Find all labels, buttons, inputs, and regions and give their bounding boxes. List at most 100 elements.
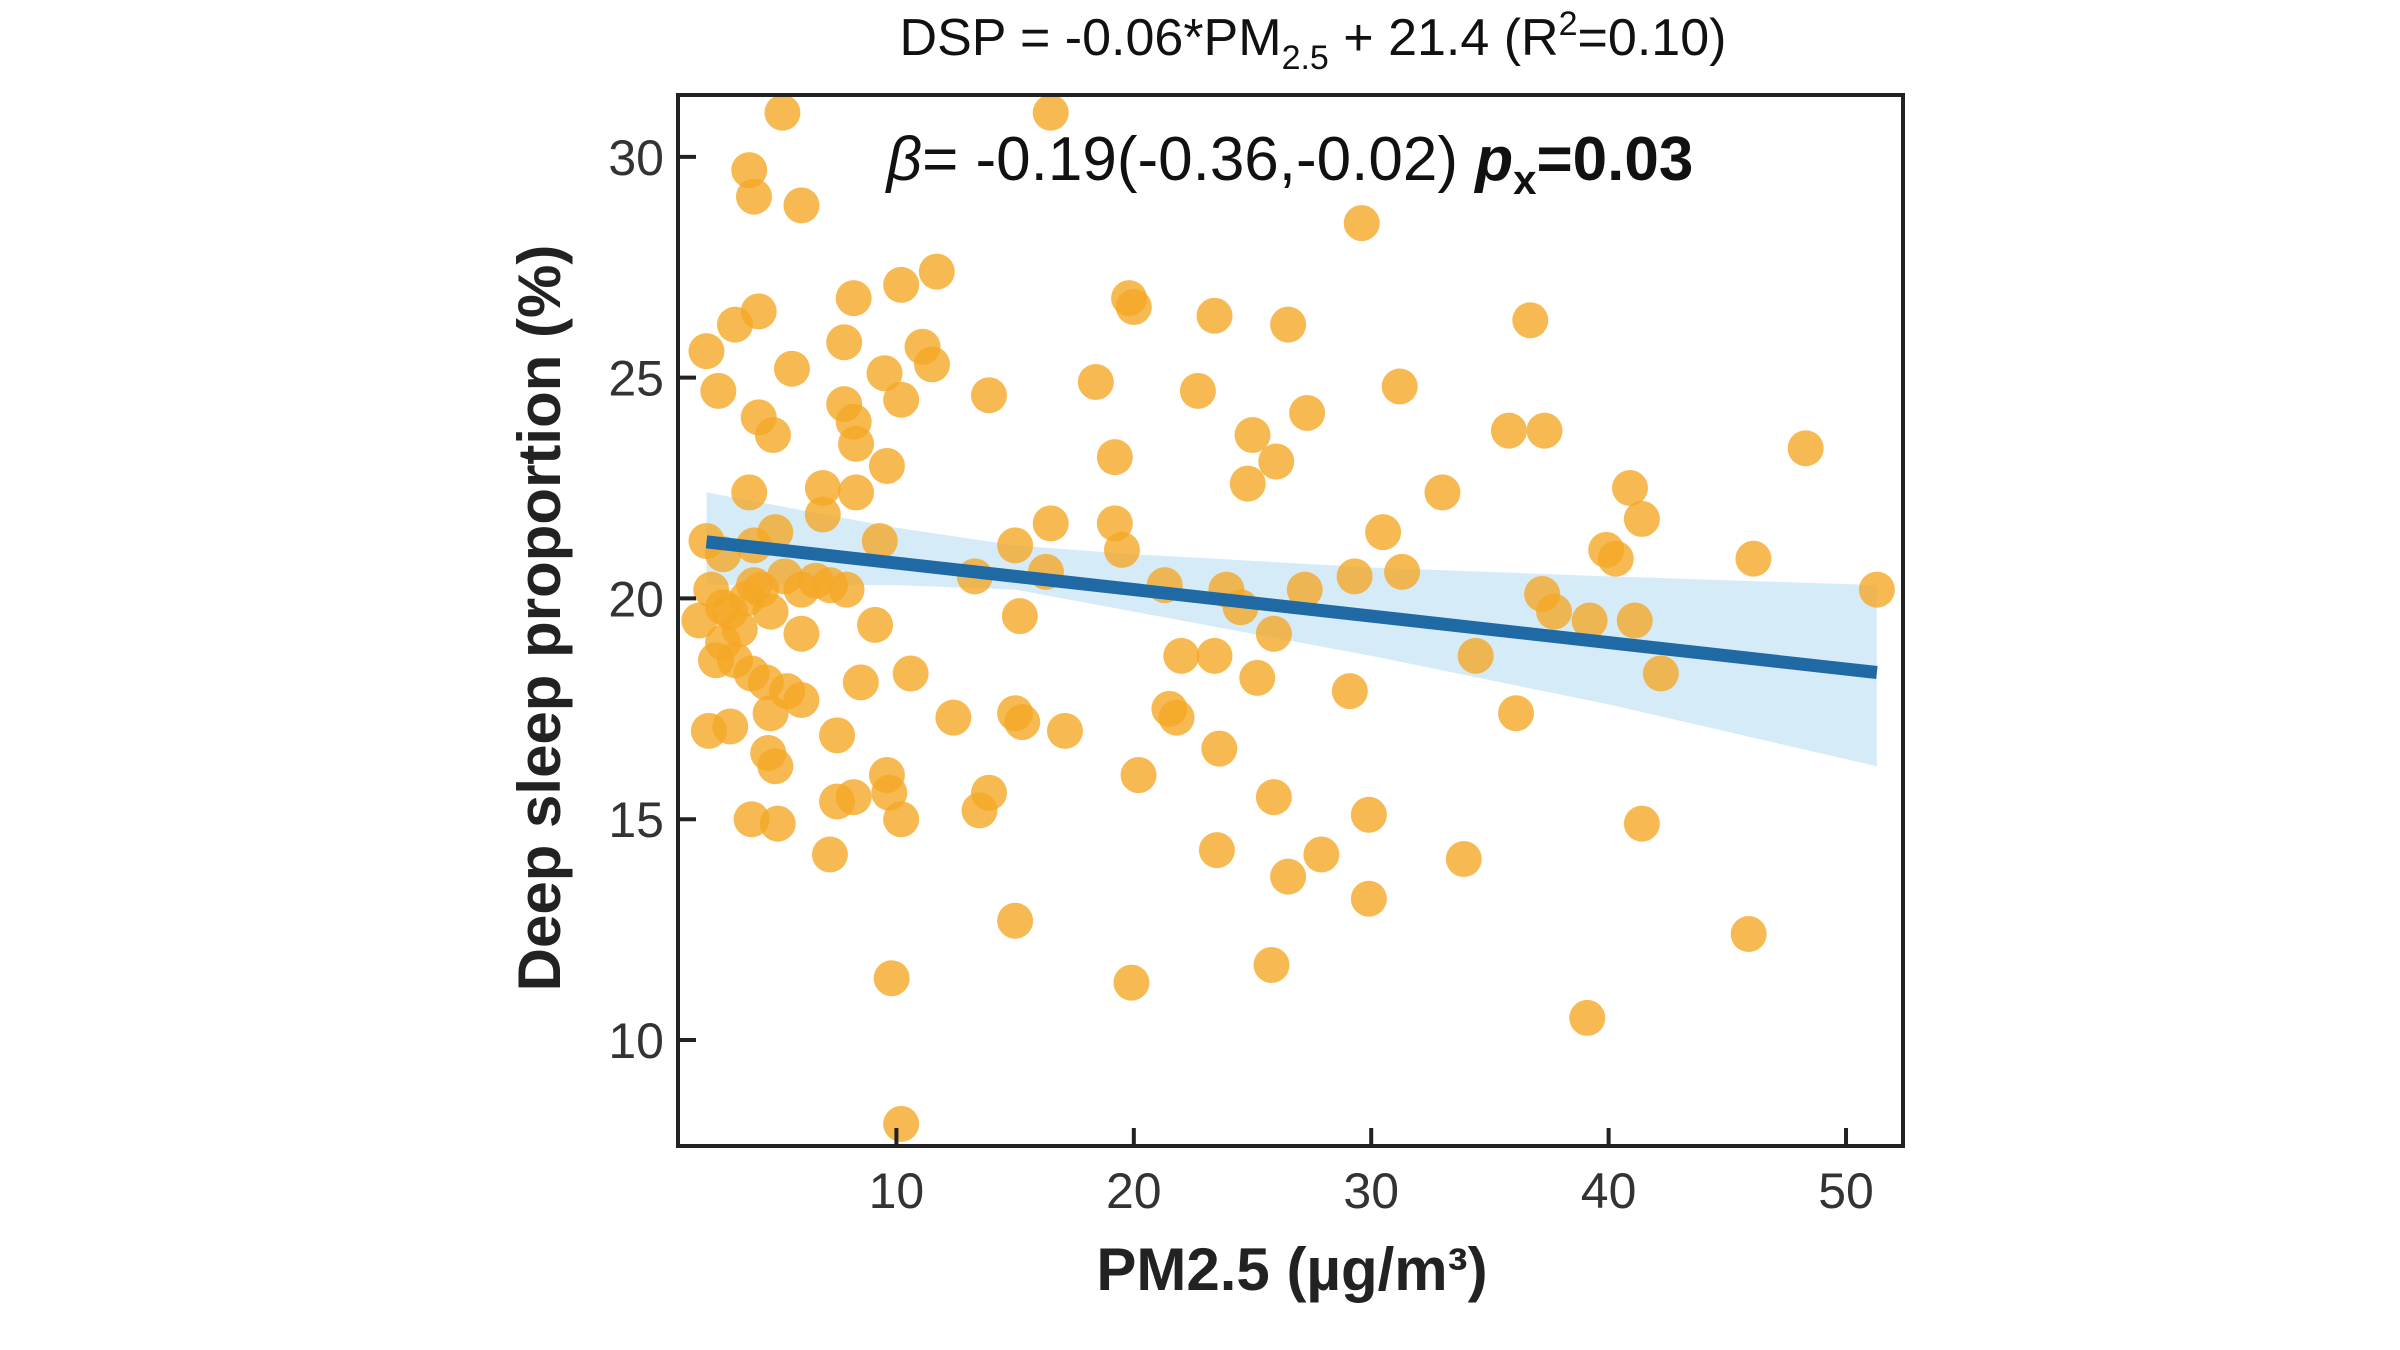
data-point xyxy=(1158,699,1195,736)
data-point xyxy=(1858,571,1895,608)
data-point xyxy=(892,655,929,692)
y-tick-label: 15 xyxy=(608,792,664,848)
data-point xyxy=(783,681,820,718)
data-point xyxy=(1336,558,1373,595)
data-point xyxy=(819,783,856,820)
data-point xyxy=(783,187,820,224)
beta-annotation: β= -0.19(-0.36,-0.02) px=0.03 xyxy=(885,125,1694,203)
y-tick-label: 25 xyxy=(608,351,664,407)
y-tick-label: 30 xyxy=(608,130,664,186)
data-point xyxy=(681,602,718,639)
data-point xyxy=(1381,368,1418,405)
data-point xyxy=(700,372,737,409)
x-tick-label: 30 xyxy=(1343,1163,1399,1219)
data-point xyxy=(1623,500,1660,537)
data-point xyxy=(1270,858,1307,895)
data-point xyxy=(1350,796,1387,833)
y-tick-label: 20 xyxy=(608,571,664,627)
title-mid: + 21.4 (R xyxy=(1329,9,1559,67)
y-tick-label: 10 xyxy=(608,1013,664,1069)
x-tick-label: 10 xyxy=(869,1163,925,1219)
data-point xyxy=(918,253,955,290)
p-subscript: x xyxy=(1513,156,1537,203)
data-point xyxy=(1526,412,1563,449)
data-point xyxy=(1258,443,1295,480)
plot-frame xyxy=(676,93,1905,1148)
data-point xyxy=(883,1105,920,1142)
data-point xyxy=(826,324,863,361)
x-tick-label: 40 xyxy=(1581,1163,1637,1219)
data-point xyxy=(1163,637,1200,674)
data-point xyxy=(1735,540,1772,577)
data-point xyxy=(804,496,841,533)
data-point xyxy=(752,695,789,732)
data-point xyxy=(688,333,725,370)
data-point xyxy=(1096,439,1133,476)
data-point xyxy=(1730,916,1767,953)
data-point xyxy=(1201,730,1238,767)
data-point xyxy=(764,95,801,131)
data-point xyxy=(1046,712,1083,749)
data-point xyxy=(970,377,1007,414)
data-point xyxy=(716,306,753,343)
chart-title: DSP = -0.06*PM2.5 + 21.4 (R2=0.10) xyxy=(900,5,1727,77)
data-point xyxy=(1120,757,1157,794)
title-superscript: 2 xyxy=(1559,5,1578,43)
data-point xyxy=(1498,695,1535,732)
data-point xyxy=(1569,999,1606,1036)
data-point xyxy=(1115,288,1152,325)
data-point xyxy=(1253,946,1290,983)
data-point xyxy=(752,593,789,630)
data-point xyxy=(1365,514,1402,551)
data-point xyxy=(883,801,920,838)
data-point xyxy=(811,836,848,873)
p-symbol: p xyxy=(1473,125,1513,194)
data-point xyxy=(1787,430,1824,467)
plot-area: 10 20 30 40 50 10 15 20 25 30 xyxy=(608,93,1905,1219)
data-point xyxy=(914,346,951,383)
beta-symbol: β xyxy=(885,125,922,194)
data-point xyxy=(1616,602,1653,639)
data-point xyxy=(1255,779,1292,816)
data-point xyxy=(804,470,841,507)
regression-line xyxy=(705,535,1878,679)
data-point xyxy=(835,280,872,317)
data-point xyxy=(697,642,734,679)
data-point xyxy=(731,152,768,189)
data-point xyxy=(757,748,794,785)
data-point xyxy=(773,350,810,387)
x-tick-label: 20 xyxy=(1106,1163,1162,1219)
data-point xyxy=(1623,805,1660,842)
data-point xyxy=(1611,470,1648,507)
data-point xyxy=(731,474,768,511)
data-point xyxy=(1103,531,1140,568)
title-subscript: 2.5 xyxy=(1282,39,1329,77)
data-point xyxy=(1032,95,1069,131)
y-axis-label: Deep sleep proportion (%) xyxy=(506,245,573,992)
data-point xyxy=(1001,598,1038,635)
data-point xyxy=(754,417,791,454)
data-point xyxy=(1179,372,1216,409)
data-point xyxy=(1571,602,1608,639)
data-point xyxy=(1234,417,1271,454)
data-point xyxy=(997,527,1034,564)
data-point xyxy=(861,523,898,560)
data-point xyxy=(1536,593,1573,630)
data-point xyxy=(1490,412,1527,449)
data-point xyxy=(783,615,820,652)
data-point xyxy=(1512,302,1549,339)
data-point xyxy=(1032,505,1069,542)
data-point xyxy=(883,381,920,418)
data-point xyxy=(842,664,879,701)
data-point xyxy=(828,571,865,608)
data-point xyxy=(1196,637,1233,674)
data-point xyxy=(1424,474,1461,511)
data-point xyxy=(857,606,894,643)
data-point xyxy=(1196,297,1233,334)
data-point xyxy=(961,792,998,829)
data-point xyxy=(1384,553,1421,590)
data-point xyxy=(1113,964,1150,1001)
data-point xyxy=(866,355,903,392)
data-point xyxy=(1303,836,1340,873)
